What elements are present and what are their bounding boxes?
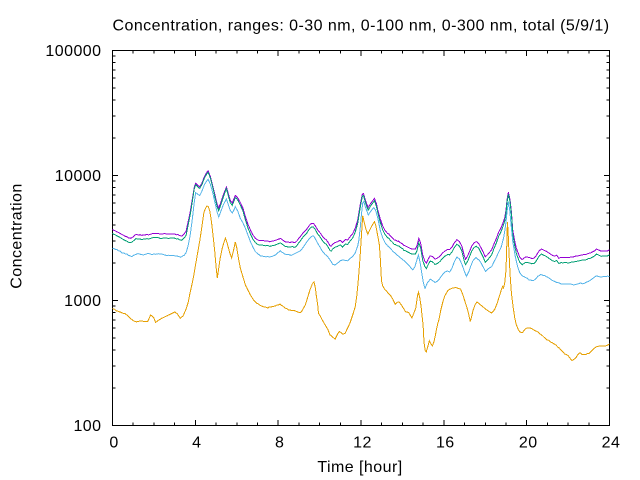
svg-text:Concentration: Concentration <box>9 183 26 288</box>
svg-text:0: 0 <box>109 434 118 451</box>
svg-text:4: 4 <box>192 434 201 451</box>
svg-text:24: 24 <box>602 434 621 451</box>
svg-text:20: 20 <box>519 434 538 451</box>
svg-text:100000: 100000 <box>45 43 101 60</box>
svg-text:8: 8 <box>275 434 284 451</box>
svg-text:16: 16 <box>436 434 455 451</box>
svg-text:Concentration, ranges: 0-30 nm: Concentration, ranges: 0-30 nm, 0-100 nm… <box>112 18 609 35</box>
svg-text:12: 12 <box>353 434 372 451</box>
svg-text:1000: 1000 <box>64 293 101 310</box>
svg-text:100: 100 <box>73 418 101 435</box>
svg-text:Time [hour]: Time [hour] <box>317 459 402 476</box>
svg-text:10000: 10000 <box>55 168 102 185</box>
